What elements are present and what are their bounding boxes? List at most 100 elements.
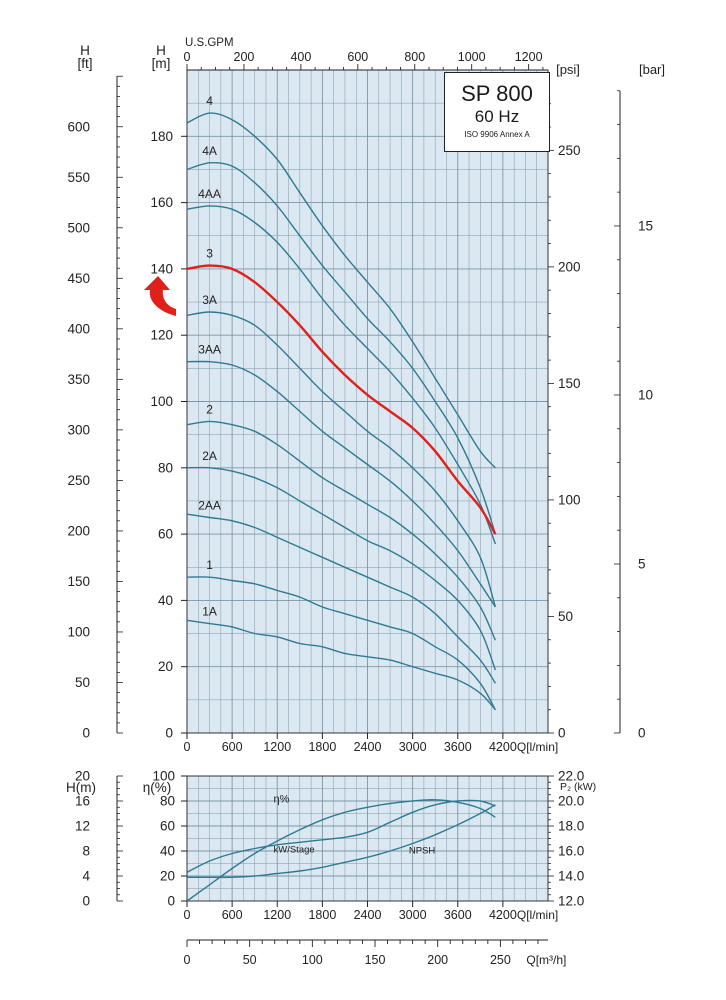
curve-3 <box>186 264 497 535</box>
x-tick-label: 2400 <box>354 740 382 754</box>
h-tick-label: 8 <box>82 844 90 859</box>
m3h-tick-label: 50 <box>243 953 257 967</box>
highlight-arrow-icon <box>144 276 176 316</box>
h-tick-label: 4 <box>82 869 90 884</box>
psi-tick-label: 50 <box>558 609 573 624</box>
curve-4 <box>186 112 496 469</box>
curve-label: 2 <box>206 402 213 416</box>
curve-label: 2AA <box>198 499 221 513</box>
eta-curve-label: η% <box>273 793 289 805</box>
m3h-tick-label: 0 <box>184 953 191 967</box>
ft-tick-label: 300 <box>67 422 90 437</box>
psi-tick-label: 0 <box>558 726 566 741</box>
lower-x-axis-label: Q[l/min] <box>517 908 558 922</box>
curve-4AA <box>186 205 497 545</box>
gpm-tick-label: 400 <box>290 50 311 64</box>
h-tick-label: 0 <box>82 894 90 909</box>
curve-label: 3 <box>206 247 213 261</box>
p2-tick-label: 12.0 <box>558 894 584 909</box>
lower-curve <box>187 804 496 879</box>
p2-tick-label: 18.0 <box>558 819 584 834</box>
m-tick-label: 140 <box>150 261 173 276</box>
curve-label: 4A <box>202 144 217 158</box>
chart-title: SP 800 <box>461 81 533 106</box>
lower-x-tick-label: 600 <box>222 908 243 922</box>
ft-tick-label: 500 <box>67 220 90 235</box>
ft-tick-label: 550 <box>67 170 90 185</box>
lower-x-tick-label: 0 <box>184 908 191 922</box>
gpm-tick-label: 1200 <box>515 50 543 64</box>
m-tick-label: 40 <box>158 593 173 608</box>
curve-label: 3A <box>202 293 217 307</box>
ft-tick-label: 400 <box>67 321 90 336</box>
x-tick-label: 600 <box>222 740 243 754</box>
p2-tick-label: 22.0 <box>558 769 584 784</box>
curve-4A <box>186 161 497 535</box>
eta-tick-label: 40 <box>160 844 175 859</box>
m-tick-label: 120 <box>150 328 173 343</box>
curve-label: 4 <box>206 94 213 108</box>
title-box: SP 800 60 Hz ISO 9906 Annex A <box>444 72 550 152</box>
bar-axis-label: [bar] <box>639 62 665 77</box>
ft-tick-label: 0 <box>82 726 90 741</box>
eta-tick-label: 60 <box>160 819 175 834</box>
psi-tick-label: 200 <box>558 259 581 274</box>
flow-m3h-axis: 0 50 100 150 200 250 Q[m³/h] <box>184 939 566 967</box>
lower-x-tick-label: 3000 <box>399 908 427 922</box>
curve-2A <box>186 466 497 671</box>
h-tick-label: 16 <box>75 794 90 809</box>
gpm-axis-label: U.S.GPM <box>185 37 234 49</box>
ft-tick-label: 450 <box>67 271 90 286</box>
chart-note: ISO 9906 Annex A <box>464 130 530 139</box>
ft-tick-label: 50 <box>75 675 90 690</box>
p2-tick-label: 20.0 <box>558 794 584 809</box>
curve-2 <box>186 420 497 641</box>
eta-axis-label: η(%) <box>143 780 172 795</box>
curve-3AA <box>186 360 496 608</box>
h-tick-label: 12 <box>75 819 90 834</box>
curve-label: 1A <box>202 605 217 619</box>
bar-tick-label: 5 <box>638 556 646 571</box>
m3h-axis-label: Q[m³/h] <box>526 953 566 967</box>
psi-tick-label: 150 <box>558 376 581 391</box>
curve-label: 4AA <box>198 187 221 201</box>
curve-2AA <box>186 513 496 684</box>
curve-label: 2A <box>202 449 217 463</box>
eta-tick-label: 80 <box>160 794 175 809</box>
lower-x-tick-label: 4200 <box>489 908 517 922</box>
bar-tick-label: 10 <box>638 387 653 402</box>
ft-tick-label: 350 <box>67 372 90 387</box>
ft-tick-label: 200 <box>67 523 90 538</box>
m-tick-label: 100 <box>150 394 173 409</box>
p2-axis-label: P₂ (kW) <box>560 781 596 793</box>
chart-subtitle: 60 Hz <box>474 107 520 126</box>
curve-1 <box>186 576 497 711</box>
psi-tick-label: 100 <box>558 492 581 507</box>
psi-axis-label: [psi] <box>556 62 580 77</box>
curve-label: 1 <box>206 558 213 572</box>
gpm-tick-label: 800 <box>404 50 425 64</box>
x-tick-label: 1200 <box>263 740 291 754</box>
m3h-tick-label: 200 <box>427 953 448 967</box>
eta-tick-label: 100 <box>152 769 175 784</box>
gpm-tick-label: 1000 <box>458 50 486 64</box>
x-axis-label: Q[l/min] <box>517 740 558 754</box>
m-tick-label: 80 <box>158 460 173 475</box>
eta-tick-label: 0 <box>167 894 175 909</box>
gpm-tick-label: 600 <box>347 50 368 64</box>
curve-1A <box>186 619 496 711</box>
x-tick-label: 0 <box>184 740 191 754</box>
lower-x-tick-label: 1800 <box>308 908 336 922</box>
gpm-tick-label: 200 <box>234 50 255 64</box>
bar-tick-label: 15 <box>638 218 653 233</box>
ft-tick-label: 100 <box>67 624 90 639</box>
gpm-tick-label: 0 <box>184 50 191 64</box>
m-tick-label: 60 <box>158 527 173 542</box>
ft-axis-unit: [ft] <box>77 56 92 71</box>
m-axis-unit: [m] <box>152 56 171 71</box>
m3h-tick-label: 150 <box>365 953 386 967</box>
ft-axis-label: H <box>80 43 90 58</box>
m-axis-label: H <box>156 43 166 58</box>
